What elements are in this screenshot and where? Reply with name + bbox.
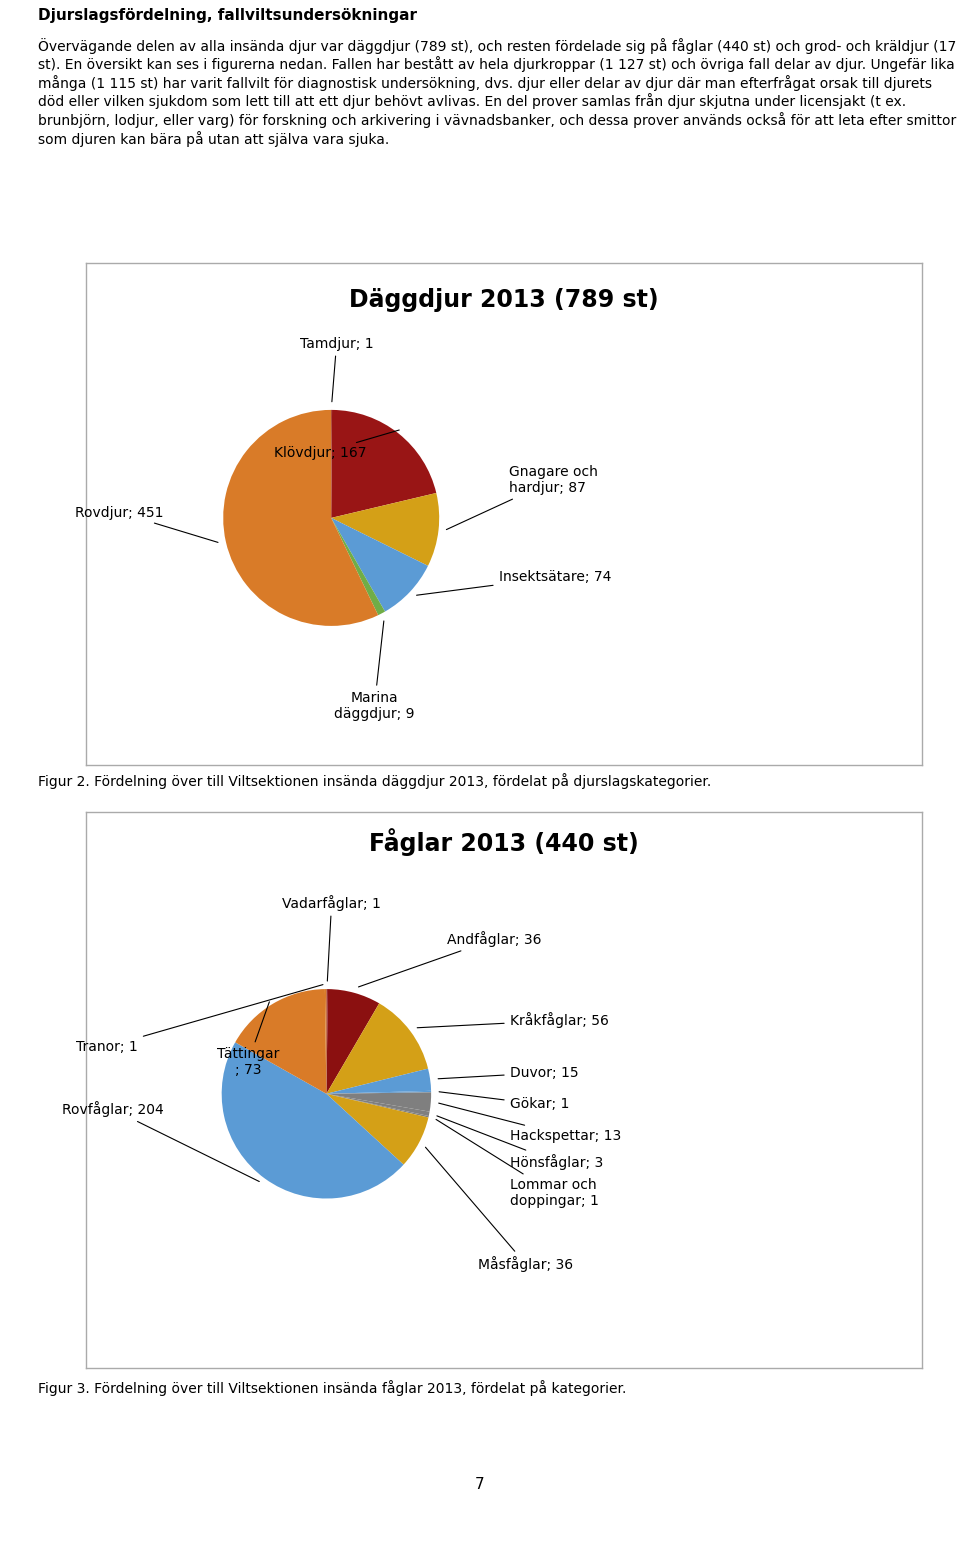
Text: Gökar; 1: Gökar; 1 xyxy=(439,1091,569,1112)
Wedge shape xyxy=(326,989,328,1095)
Text: Figur 3. Fördelning över till Viltsektionen insända fåglar 2013, fördelat på kat: Figur 3. Fördelning över till Viltsektio… xyxy=(38,1379,627,1396)
Text: Rovdjur; 451: Rovdjur; 451 xyxy=(75,506,218,543)
Text: Andfåglar; 36: Andfåglar; 36 xyxy=(358,931,541,986)
Wedge shape xyxy=(326,1095,429,1116)
Text: Duvor; 15: Duvor; 15 xyxy=(438,1065,578,1079)
Text: Övervägande delen av alla insända djur var däggdjur (789 st), och resten fördela: Övervägande delen av alla insända djur v… xyxy=(38,37,957,147)
Text: Måsfåglar; 36: Måsfåglar; 36 xyxy=(425,1147,573,1272)
Wedge shape xyxy=(224,410,378,626)
Wedge shape xyxy=(326,1068,431,1095)
Text: Klövdjur; 167: Klövdjur; 167 xyxy=(275,430,399,461)
Wedge shape xyxy=(331,493,439,566)
Text: Gnagare och
hardjur; 87: Gnagare och hardjur; 87 xyxy=(446,465,598,530)
Text: Rovfåglar; 204: Rovfåglar; 204 xyxy=(62,1102,259,1181)
Text: Fåglar 2013 (440 st): Fåglar 2013 (440 st) xyxy=(370,829,638,856)
Text: Tamdjur; 1: Tamdjur; 1 xyxy=(300,337,373,402)
Wedge shape xyxy=(222,1042,403,1198)
Wedge shape xyxy=(235,989,326,1095)
Text: Tättingar
; 73: Tättingar ; 73 xyxy=(217,1002,279,1078)
Wedge shape xyxy=(326,1093,431,1112)
Text: Lommar och
doppingar; 1: Lommar och doppingar; 1 xyxy=(436,1119,598,1209)
Text: Djurslagsfördelning, fallviltsundersökningar: Djurslagsfördelning, fallviltsundersökni… xyxy=(38,8,418,23)
Text: Marina
däggdjur; 9: Marina däggdjur; 9 xyxy=(334,621,415,720)
Wedge shape xyxy=(326,1091,431,1095)
Text: Däggdjur 2013 (789 st): Däggdjur 2013 (789 st) xyxy=(349,288,659,312)
Wedge shape xyxy=(326,1095,428,1164)
Wedge shape xyxy=(326,1003,428,1095)
Text: Vadarfåglar; 1: Vadarfåglar; 1 xyxy=(282,895,381,982)
Text: Insektsätare; 74: Insektsätare; 74 xyxy=(417,570,611,595)
Text: Tranor; 1: Tranor; 1 xyxy=(76,985,323,1054)
Wedge shape xyxy=(324,989,326,1095)
Text: Hackspettar; 13: Hackspettar; 13 xyxy=(439,1104,621,1142)
Wedge shape xyxy=(331,518,428,612)
Text: Kråkfåglar; 56: Kråkfåglar; 56 xyxy=(418,1013,609,1028)
Wedge shape xyxy=(331,518,385,615)
Text: Hönsfåglar; 3: Hönsfåglar; 3 xyxy=(437,1116,603,1170)
Wedge shape xyxy=(326,989,379,1095)
Wedge shape xyxy=(331,410,436,518)
Wedge shape xyxy=(326,1095,429,1118)
Text: Figur 2. Fördelning över till Viltsektionen insända däggdjur 2013, fördelat på d: Figur 2. Fördelning över till Viltsektio… xyxy=(38,773,711,790)
Text: 7: 7 xyxy=(475,1476,485,1492)
